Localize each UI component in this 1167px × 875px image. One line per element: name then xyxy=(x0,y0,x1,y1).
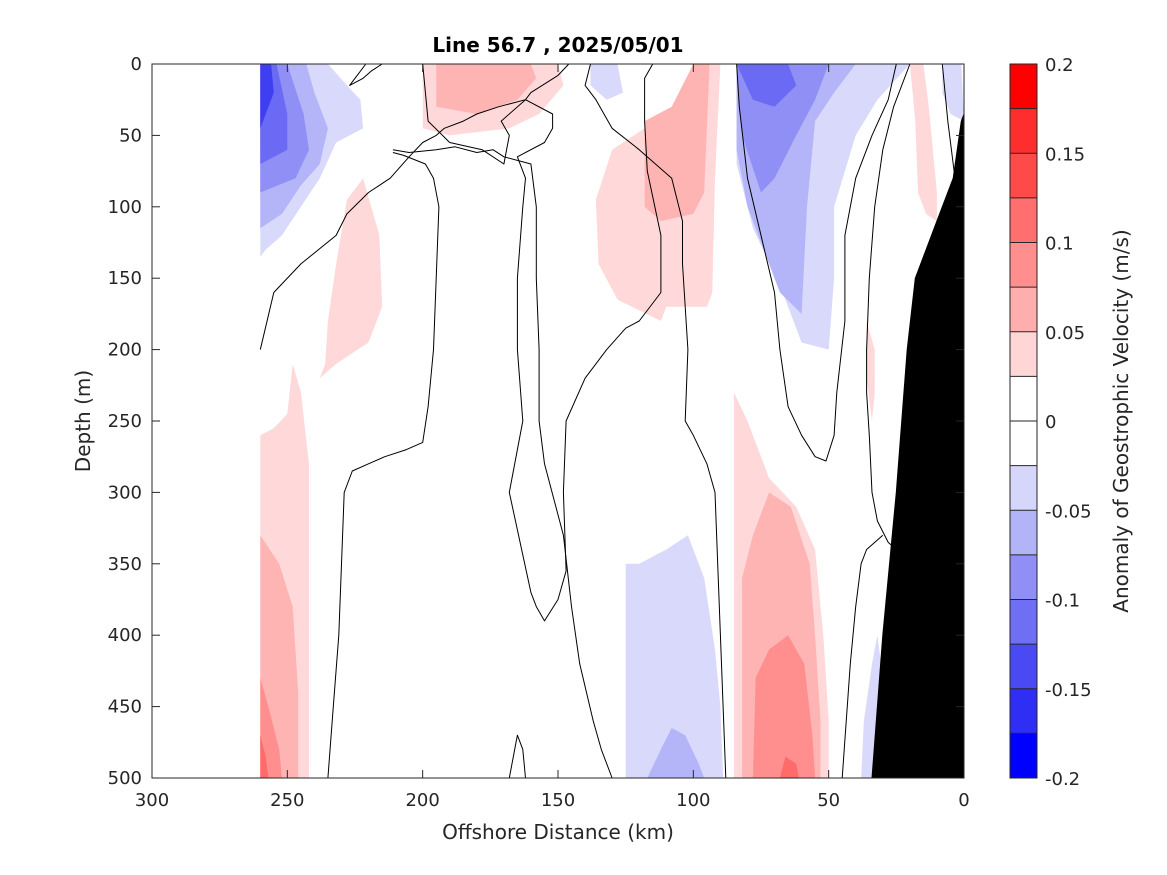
contour-fill-pos1-10 xyxy=(319,178,383,379)
colorbar-tick-label: 0 xyxy=(1045,412,1056,433)
y-tick-label: 200 xyxy=(108,340,142,361)
colorbar-tick-label: 0.15 xyxy=(1045,144,1085,165)
y-tick-label: 350 xyxy=(108,554,142,575)
colorbar-band xyxy=(1010,242,1037,288)
x-tick-label: 300 xyxy=(135,790,169,811)
contour-fill-pos4-21 xyxy=(260,735,269,778)
colorbar-tick-label: 0.2 xyxy=(1045,55,1074,76)
colorbar-band xyxy=(1010,108,1037,154)
y-tick-label: 0 xyxy=(131,54,142,75)
x-tick-label: 200 xyxy=(405,790,439,811)
zero-contour-line-1 xyxy=(422,63,662,622)
zero-contour-line-0 xyxy=(349,63,383,86)
y-tick-label: 450 xyxy=(108,697,142,718)
contour-fill-pos3-20 xyxy=(260,678,282,778)
x-tick-label: 0 xyxy=(958,790,969,811)
x-tick-label: 50 xyxy=(817,790,840,811)
colorbar-band xyxy=(1010,197,1037,243)
colorbar-band xyxy=(1010,554,1037,600)
colorbar-tick-label: -0.05 xyxy=(1045,501,1092,522)
colorbar-tick-label: 0.05 xyxy=(1045,323,1085,344)
x-axis: 300 250 200 150 100 50 0 xyxy=(135,64,970,811)
x-tick-label: 150 xyxy=(541,790,575,811)
y-axis: 0 50 100 150 200 250 300 350 400 450 500 xyxy=(108,54,964,789)
colorbar-band xyxy=(1010,153,1037,198)
colorbar-frame xyxy=(1009,63,1038,779)
contour-fill-neg1-22 xyxy=(625,535,724,778)
zero-contour-line-2 xyxy=(259,63,570,350)
y-tick-label: 50 xyxy=(119,125,142,146)
colorbar-label: Anomaly of Geostrophic Velocity (m/s) xyxy=(1109,229,1133,612)
colorbar-tick-label: -0.15 xyxy=(1045,680,1092,701)
zero-contour-line-10 xyxy=(508,734,526,779)
zero-contour-line-4 xyxy=(392,146,613,779)
plot-area xyxy=(152,64,964,778)
colorbar-ticks: 0.2 0.15 0.1 0.05 0 -0.05 -0.1 -0.15 -0.2 xyxy=(1045,55,1092,790)
zero-contour-line-9 xyxy=(841,534,884,779)
zero-contour-line-3 xyxy=(584,63,727,779)
zero-contour-line-6 xyxy=(736,63,897,462)
contour-fill-neg1-7 xyxy=(590,64,623,100)
colorbar-band xyxy=(1010,644,1037,689)
zero-contour-lines xyxy=(259,63,965,779)
contour-fill-neg1-15 xyxy=(942,64,964,122)
contour-fill-neg2-23 xyxy=(647,728,705,778)
y-tick-label: 250 xyxy=(108,411,142,432)
colorbar-tick-label: -0.2 xyxy=(1045,769,1080,790)
contour-fill-pos4-27 xyxy=(779,756,799,778)
colorbar-band xyxy=(1010,331,1037,377)
x-tick-label: 100 xyxy=(676,790,710,811)
colorbar-band xyxy=(1010,64,1037,109)
colorbar-tick-label: -0.1 xyxy=(1045,591,1080,612)
colorbar-tick-label: 0.1 xyxy=(1045,234,1074,255)
colorbar-band xyxy=(1010,376,1037,421)
contour-fill-pos1-17 xyxy=(866,321,875,421)
y-tick-label: 500 xyxy=(108,768,142,789)
colorbar-band xyxy=(1010,599,1037,645)
y-tick-label: 150 xyxy=(108,268,142,289)
y-axis-label: Depth (m) xyxy=(71,370,95,472)
contour-fill-pos2-6 xyxy=(436,64,537,114)
contour-fill-pos2-9 xyxy=(644,64,710,222)
contour-fill-neg5-4 xyxy=(260,64,274,129)
x-axis-label: Offshore Distance (km) xyxy=(442,820,674,844)
y-tick-label: 400 xyxy=(108,625,142,646)
colorbar-band xyxy=(1010,510,1037,555)
colorbar-band xyxy=(1010,465,1037,511)
colorbar-band xyxy=(1010,421,1037,466)
zero-contour-line-5 xyxy=(327,152,440,779)
zero-contour-line-7 xyxy=(866,63,911,636)
colorbar-band xyxy=(1010,287,1037,332)
chart-title: Line 56.7 , 2025/05/01 xyxy=(432,33,683,57)
contour-fill-pos3-26 xyxy=(752,635,816,778)
contour-fill-pos1-16 xyxy=(909,64,937,222)
contour-fill-neg4-14 xyxy=(736,64,797,107)
colorbar-band xyxy=(1010,733,1037,778)
y-tick-label: 100 xyxy=(108,197,142,218)
x-tick-label: 250 xyxy=(270,790,304,811)
y-tick-label: 300 xyxy=(108,482,142,503)
colorbar-band xyxy=(1010,688,1037,734)
colorbar xyxy=(1009,63,1038,779)
